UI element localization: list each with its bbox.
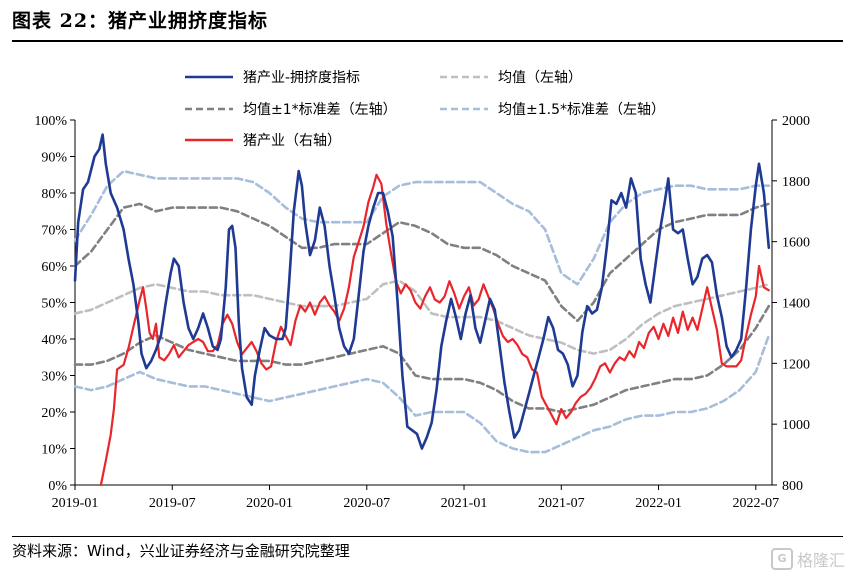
x-tick-label: 2019-01 bbox=[52, 496, 99, 511]
y-right-tick-label: 1600 bbox=[782, 236, 810, 251]
y-left-tick-label: 0% bbox=[48, 479, 67, 494]
legend-label: 猪产业-拥挤度指标 bbox=[243, 70, 360, 86]
legend-label: 均值±1.5*标准差（左轴） bbox=[498, 102, 665, 118]
y-right-tick-label: 2000 bbox=[782, 114, 810, 129]
series-line-0 bbox=[73, 133, 771, 450]
source-divider bbox=[12, 536, 843, 537]
y-left-tick-label: 80% bbox=[41, 187, 67, 202]
y-right-tick-label: 1400 bbox=[782, 297, 810, 312]
y-right-tick-label: 1000 bbox=[782, 418, 810, 433]
legend-label: 猪产业（右轴） bbox=[243, 133, 341, 149]
y-left-tick-label: 60% bbox=[41, 260, 67, 275]
y-left-tick-label: 100% bbox=[34, 114, 67, 129]
source-note: 资料来源：Wind，兴业证券经济与金融研究院整理 bbox=[12, 542, 350, 560]
title-divider bbox=[12, 40, 843, 42]
y-left-tick-label: 30% bbox=[41, 370, 67, 385]
y-left-tick-label: 70% bbox=[41, 224, 67, 239]
watermark-text: 格隆汇 bbox=[796, 551, 845, 570]
x-tick-label: 2022-01 bbox=[635, 496, 682, 511]
chart-axes: 2019-01 2019-07 2020-01 2020-07 2021-01 2021-… bbox=[34, 114, 810, 511]
chart-title: 图表 22：猪产业拥挤度指标 bbox=[12, 10, 269, 32]
legend-label: 均值±1*标准差（左轴） bbox=[243, 102, 397, 118]
x-tick-label: 2019-07 bbox=[149, 496, 196, 511]
chart-legend: 猪产业-拥挤度指标 均值（左轴） 均值±1*标准差（左轴） 均值±1.5*标准差（左轴… bbox=[185, 70, 665, 149]
y-right-tick-label: 1200 bbox=[782, 357, 810, 372]
series-line-6 bbox=[99, 173, 770, 487]
legend-label: 均值（左轴） bbox=[498, 70, 582, 86]
series-line-4 bbox=[73, 334, 771, 454]
y-left-tick-label: 20% bbox=[41, 406, 67, 421]
y-right-tick-label: 1800 bbox=[782, 175, 810, 190]
watermark: G 格隆汇 bbox=[770, 547, 845, 571]
series-line-5 bbox=[73, 169, 771, 286]
y-left-tick-label: 50% bbox=[41, 297, 67, 312]
x-tick-label: 2022-07 bbox=[732, 496, 779, 511]
x-tick-label: 2020-07 bbox=[343, 496, 390, 511]
y-left-tick-label: 90% bbox=[41, 151, 67, 166]
watermark-logo-icon: G bbox=[770, 548, 793, 570]
x-tick-label: 2021-07 bbox=[538, 496, 585, 511]
x-tick-label: 2021-01 bbox=[441, 496, 488, 511]
x-tick-label: 2020-01 bbox=[246, 496, 293, 511]
y-right-tick-label: 800 bbox=[782, 479, 803, 494]
chart-series-layer bbox=[73, 133, 771, 487]
series-line-1 bbox=[73, 279, 771, 355]
y-left-tick-label: 40% bbox=[41, 333, 67, 348]
series-line-2 bbox=[73, 304, 771, 414]
y-left-tick-label: 10% bbox=[41, 443, 67, 458]
series-line-3 bbox=[73, 202, 771, 323]
